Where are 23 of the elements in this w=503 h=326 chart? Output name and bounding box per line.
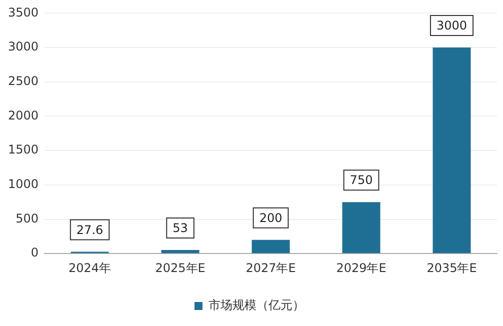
y-tick-label: 500 xyxy=(16,211,39,226)
data-label: 3000 xyxy=(436,18,468,33)
y-tick-label: 3000 xyxy=(8,40,39,54)
y-tick-label: 2000 xyxy=(8,108,39,122)
y-tick-label: 1500 xyxy=(8,142,39,157)
x-tick-label: 2024年 xyxy=(68,260,112,275)
x-tick-label: 2035年E xyxy=(426,260,477,275)
y-tick-label: 2500 xyxy=(8,74,39,88)
data-label: 200 xyxy=(259,210,282,225)
y-tick-label: 0 xyxy=(30,246,39,260)
bar xyxy=(252,240,290,254)
y-tick-label: 3500 xyxy=(8,5,39,20)
x-tick-label: 2029年E xyxy=(336,260,386,275)
data-label: 53 xyxy=(172,221,188,236)
x-tick-label: 2027年E xyxy=(246,260,296,275)
bar xyxy=(342,202,380,254)
bar xyxy=(432,48,471,254)
data-label: 750 xyxy=(350,173,373,188)
bar xyxy=(161,250,200,254)
x-tick-label: 2025年E xyxy=(155,260,206,275)
legend-label: 市场规模（亿元） xyxy=(208,298,304,312)
y-tick-label: 1000 xyxy=(8,177,39,192)
data-label: 27.6 xyxy=(76,222,104,237)
